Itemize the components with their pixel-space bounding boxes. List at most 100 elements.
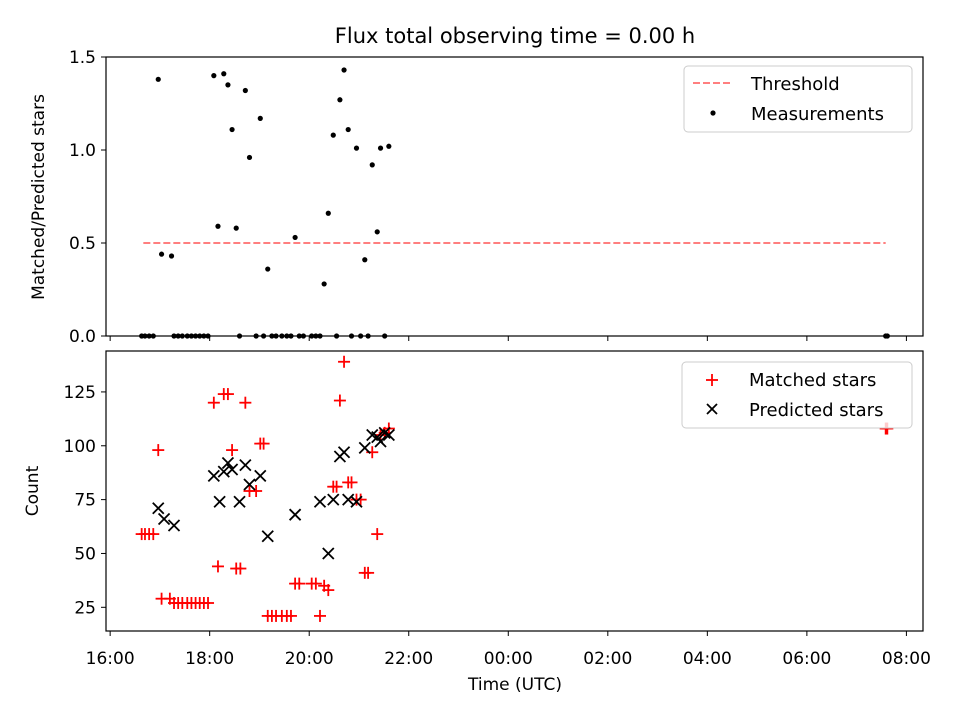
matched-star-point: [152, 444, 165, 457]
measurement-point: [386, 143, 392, 149]
matched-star-point: [322, 584, 335, 597]
top-x-axis-ticks: [109, 336, 907, 341]
matched-star-point: [309, 577, 322, 590]
x-tick-label: 04:00: [683, 649, 732, 669]
measurement-point: [229, 126, 235, 133]
measurement-point: [325, 210, 331, 216]
predicted-marker-b: [254, 469, 267, 483]
predicted-star-point: [261, 530, 274, 543]
predicted-star-point: [167, 519, 181, 532]
measurement-point: [369, 162, 375, 168]
predicted-marker-b: [374, 435, 387, 448]
matched-star-point: [226, 444, 239, 457]
measurement-point: [211, 73, 217, 79]
bottom-y-tick-label: 125: [64, 383, 96, 403]
legend-threshold-label: Threshold: [750, 74, 840, 95]
top-legend-box: [683, 65, 913, 133]
matched-star-point: [234, 562, 247, 575]
measurement-point: [233, 225, 239, 231]
predicted-marker-b: [225, 463, 239, 476]
matched-star-point: [371, 528, 384, 541]
legend-predicted-swatch: [706, 403, 718, 415]
predicted-star-point: [382, 428, 395, 442]
top-legend: Threshold Measurements: [683, 65, 913, 133]
predicted-marker-b: [207, 469, 220, 483]
predicted-marker-b: [358, 441, 371, 455]
predicted-marker-b: [261, 530, 274, 543]
predicted-star-point: [207, 469, 220, 483]
matched-star-point: [313, 609, 326, 622]
predicted-marker-b: [217, 465, 230, 478]
measurement-point: [158, 251, 165, 257]
matched-star-point: [221, 388, 234, 401]
predicted-star-point: [322, 547, 335, 560]
matched-star-point: [354, 493, 367, 506]
legend-measurements-swatch: [710, 110, 716, 116]
top-y-tick-label: 1.5: [69, 48, 96, 68]
top-y-axis: 0.0 0.5 1.0 1.5: [69, 48, 106, 347]
predicted-marker-b: [288, 508, 302, 521]
bottom-legend-box: [681, 361, 913, 429]
bottom-y-axis: 25 50 75 100 125: [64, 383, 106, 618]
predicted-marker-b: [233, 495, 246, 508]
measurement-point: [246, 154, 253, 161]
predicted-marker-b: [239, 459, 252, 472]
bottom-panel: 25 50 75 100 125 16:00 18:00 20:00 22:00 00:00 02…: [23, 350, 931, 695]
predicted-star-point: [288, 508, 302, 521]
matched-star-point: [211, 560, 224, 573]
bottom-plot-area: [135, 355, 894, 622]
measurement-point: [374, 229, 380, 235]
matched-star-point: [362, 566, 375, 579]
predicted-star-point: [152, 502, 165, 515]
measurement-point: [341, 67, 347, 73]
predicted-star-point: [254, 469, 267, 483]
x-tick-label: 08:00: [882, 649, 931, 669]
predicted-star-point: [221, 456, 235, 470]
bottom-y-axis-label: Count: [23, 465, 43, 516]
top-plot-area: [139, 67, 890, 339]
bottom-legend: Matched stars Predicted stars: [681, 361, 913, 429]
matched-star-point: [330, 480, 343, 493]
bottom-y-tick-label: 25: [74, 598, 96, 618]
bottom-y-tick-label: 50: [74, 544, 96, 564]
matched-star-point: [257, 437, 270, 450]
predicted-marker-b: [327, 493, 340, 506]
predicted-star-point: [213, 495, 226, 508]
predicted-marker-b: [313, 495, 327, 508]
x-tick-label: 18:00: [185, 649, 234, 669]
top-panel-frame: [105, 56, 924, 337]
matched-star-point: [338, 355, 351, 368]
top-y-tick-label: 0.5: [69, 234, 96, 254]
legend-matched-label: Matched stars: [749, 370, 876, 391]
legend-matched-swatch: [706, 374, 718, 386]
x-tick-label: 16:00: [86, 649, 135, 669]
predicted-marker-b: [382, 428, 395, 442]
x-tick-label: 06:00: [782, 649, 831, 669]
measurement-point: [330, 132, 336, 138]
predicted-marker-b: [167, 519, 181, 532]
legend-measurements-label: Measurements: [751, 104, 884, 125]
predicted-marker-b: [322, 547, 335, 560]
measurement-point: [292, 234, 298, 241]
measurement-point: [215, 223, 221, 229]
predicted-star-point: [374, 435, 387, 448]
measurement-point: [362, 257, 368, 263]
measurement-point: [168, 253, 175, 259]
measurement-point: [265, 266, 271, 272]
chart-title: Flux total observing time = 0.00 h: [335, 24, 695, 48]
matched-star-point: [345, 476, 358, 489]
measurement-point: [353, 145, 360, 151]
measurement-point: [155, 76, 161, 82]
measurement-point: [345, 126, 351, 133]
measurement-point: [377, 145, 384, 151]
predicted-star-point: [233, 495, 246, 508]
legend-predicted-label: Predicted stars: [749, 400, 883, 421]
measurement-point: [257, 115, 263, 121]
x-tick-label: 02:00: [583, 649, 632, 669]
top-y-axis-label: Matched/Predicted stars: [29, 94, 49, 300]
measurement-point: [242, 87, 248, 94]
predicted-marker-b: [157, 512, 171, 526]
top-y-tick-label: 0.0: [69, 327, 96, 347]
matched-star-point: [207, 396, 220, 409]
matched-star-point: [284, 609, 297, 622]
